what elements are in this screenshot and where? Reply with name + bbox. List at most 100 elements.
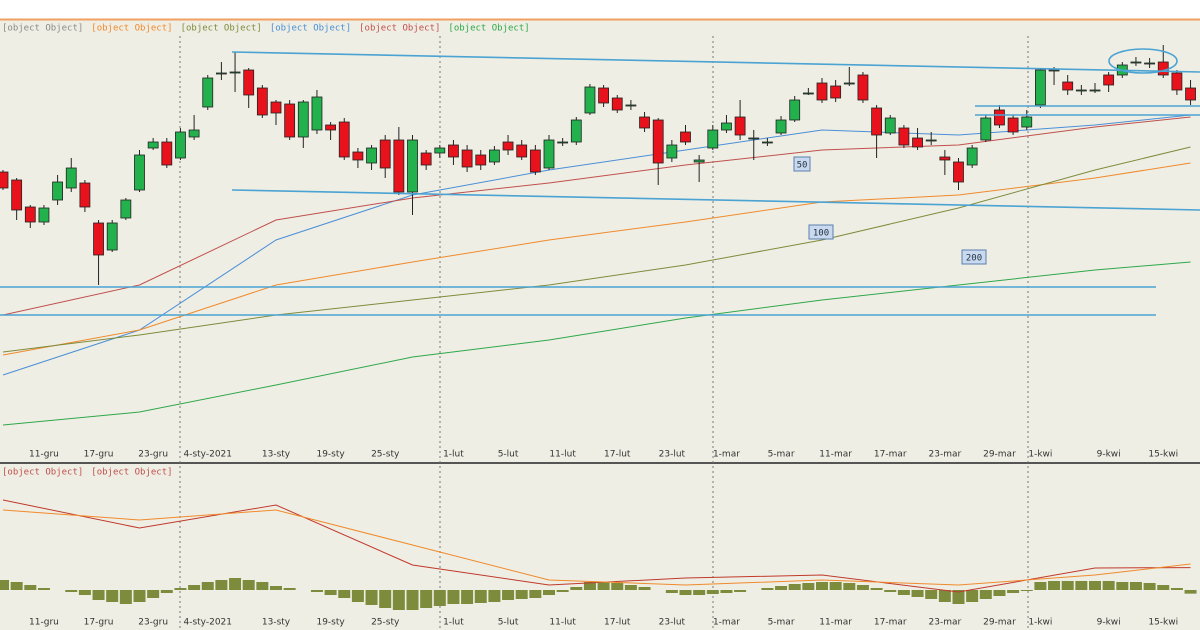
histogram-bar bbox=[174, 588, 187, 590]
candle-body bbox=[502, 141, 514, 151]
candle-body bbox=[256, 87, 268, 116]
x-tick-label: 5-lut bbox=[498, 450, 519, 460]
legend-entry: [object Object] bbox=[91, 468, 172, 478]
histogram-bar bbox=[502, 590, 515, 600]
candle-body bbox=[1035, 69, 1046, 106]
candle-body bbox=[1048, 69, 1060, 72]
histogram-bar bbox=[147, 590, 160, 598]
x-tick-label: 1-mar bbox=[713, 618, 740, 628]
candle-body bbox=[693, 159, 705, 163]
x-tick-label: 9-kwi bbox=[1097, 450, 1121, 460]
x-tick-label: 25-sty bbox=[371, 450, 400, 460]
candle-body bbox=[734, 116, 746, 136]
histogram-bar bbox=[106, 590, 119, 602]
histogram-bar bbox=[1007, 590, 1020, 593]
histogram-bar bbox=[816, 582, 828, 590]
histogram-bar bbox=[256, 582, 269, 590]
histogram-bar bbox=[1034, 582, 1047, 590]
histogram-bar bbox=[351, 590, 364, 602]
histogram-bar bbox=[133, 590, 146, 602]
x-tick-label: 1-lut bbox=[443, 618, 464, 628]
candle-body bbox=[912, 137, 923, 148]
indicator-line bbox=[2, 509, 1191, 586]
histogram-bar bbox=[897, 590, 910, 595]
x-tick-label: 1-kwi bbox=[1028, 618, 1052, 628]
candle-body bbox=[898, 127, 910, 146]
x-tick-label: 25-sty bbox=[371, 618, 400, 628]
histogram-bar bbox=[952, 590, 965, 604]
candle-body bbox=[857, 74, 869, 101]
histogram-bar bbox=[665, 590, 678, 593]
histogram-bar bbox=[856, 585, 869, 590]
histogram-bar bbox=[1143, 583, 1156, 590]
candle-body bbox=[38, 207, 50, 223]
indicator-line bbox=[2, 116, 1191, 316]
candle-body bbox=[570, 119, 582, 143]
histogram-bar bbox=[37, 588, 50, 590]
legend-entry: [object Object] bbox=[2, 468, 83, 478]
legend-entry: [object Object] bbox=[91, 24, 172, 34]
histogram-bar bbox=[1061, 581, 1074, 590]
x-tick-label: 11-gru bbox=[29, 618, 59, 628]
candle-body bbox=[802, 92, 814, 95]
candle-body bbox=[1144, 62, 1155, 65]
ma-label-box bbox=[961, 249, 987, 265]
candle-body bbox=[65, 167, 77, 189]
x-tick-label: 23-gru bbox=[138, 618, 168, 628]
candle-body bbox=[939, 156, 951, 161]
candle-body bbox=[202, 77, 214, 108]
histogram-bar bbox=[24, 585, 37, 590]
candle-body bbox=[529, 149, 541, 173]
candle-body bbox=[762, 141, 773, 144]
month-separators bbox=[179, 36, 1029, 630]
candle-body bbox=[175, 131, 186, 159]
histogram-bar bbox=[597, 582, 610, 590]
x-tick-label: 15-kwi bbox=[1148, 450, 1178, 460]
candle-body bbox=[1103, 74, 1115, 86]
histogram-bar bbox=[338, 590, 351, 598]
candle-body bbox=[707, 129, 719, 149]
x-tick-label: 1-lut bbox=[443, 450, 464, 460]
histogram-bar bbox=[870, 588, 883, 590]
histogram-bar bbox=[392, 590, 405, 610]
x-tick-label: 23-gru bbox=[138, 450, 168, 460]
candle-body bbox=[748, 137, 760, 140]
histogram-bar bbox=[283, 588, 296, 590]
candle-body bbox=[652, 119, 664, 164]
candle-body bbox=[816, 82, 828, 101]
histogram-bar bbox=[993, 590, 1006, 596]
histogram-bar bbox=[734, 590, 747, 592]
candle-body bbox=[366, 147, 377, 164]
candle-body bbox=[1185, 87, 1196, 101]
candle-body bbox=[420, 152, 432, 166]
histogram-bar bbox=[1048, 581, 1061, 590]
histogram-bar bbox=[92, 590, 105, 600]
drawings bbox=[0, 48, 1200, 316]
x-tick-label: 23-mar bbox=[929, 450, 962, 460]
candle-body bbox=[188, 129, 200, 138]
candle-body bbox=[161, 141, 173, 166]
trend-line bbox=[231, 51, 1200, 73]
x-tick-label: 29-mar bbox=[983, 450, 1016, 460]
candle-body bbox=[284, 103, 296, 138]
x-tick-label: 17-lut bbox=[604, 450, 631, 460]
indicator-line bbox=[2, 146, 1191, 353]
histogram-bar bbox=[160, 590, 173, 593]
histogram-bar bbox=[215, 580, 228, 590]
candle-body bbox=[325, 124, 337, 131]
histogram-bar bbox=[911, 590, 924, 597]
legend-entry: [object Object] bbox=[181, 24, 262, 34]
histogram-bar bbox=[679, 590, 692, 595]
ma-label: 50 bbox=[797, 161, 808, 171]
legend-entry: [object Object] bbox=[448, 24, 529, 34]
candle-body bbox=[1130, 61, 1142, 64]
candle-body bbox=[925, 139, 937, 142]
candle-body bbox=[639, 116, 650, 129]
histogram-bar bbox=[1116, 582, 1129, 590]
candle-body bbox=[106, 222, 118, 251]
histogram-bar bbox=[611, 583, 624, 590]
candle-body bbox=[24, 206, 36, 223]
histogram-bar bbox=[324, 590, 337, 595]
candle-body bbox=[1089, 89, 1101, 92]
histogram-bar bbox=[624, 585, 637, 590]
